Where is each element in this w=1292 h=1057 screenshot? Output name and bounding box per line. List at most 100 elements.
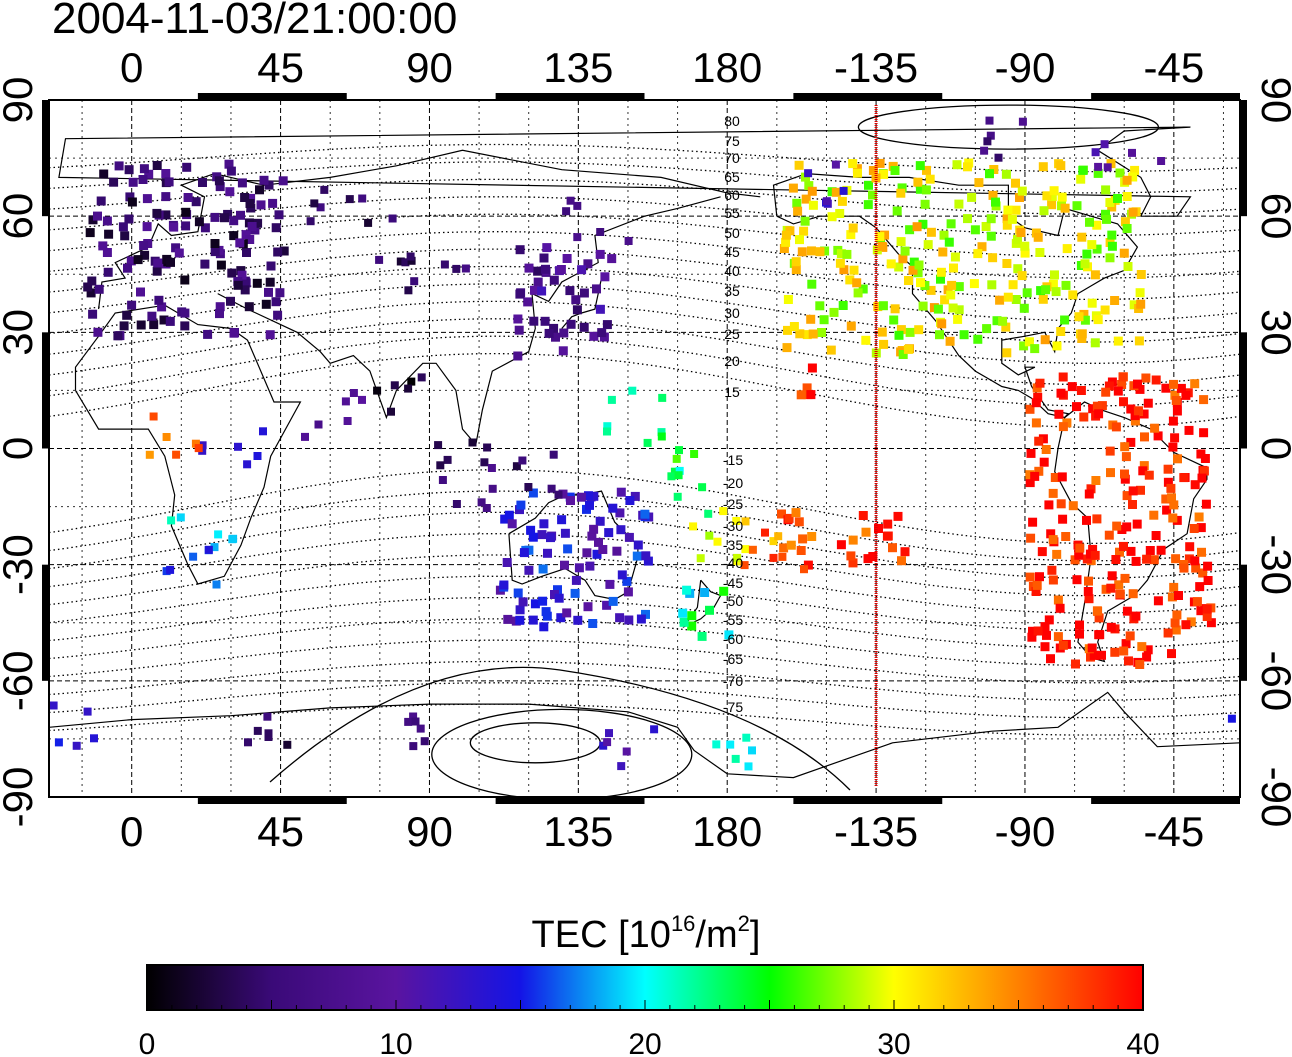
tec-cell: [622, 576, 632, 586]
tec-cell: [526, 525, 536, 535]
tec-cell: [271, 297, 281, 307]
lon-tick-label: -90: [995, 808, 1056, 855]
tec-cell: [244, 302, 254, 312]
tec-cell: [104, 229, 114, 239]
tec-cell: [544, 328, 554, 338]
tec-cell: [571, 295, 581, 305]
tec-cell: [1195, 582, 1205, 592]
tec-cell: [436, 461, 445, 470]
tec-cell: [1133, 406, 1143, 416]
tec-cell: [1142, 554, 1152, 564]
tec-cell: [1058, 372, 1068, 382]
tec-cell: [880, 230, 890, 240]
lon-tick-label: -45: [1143, 44, 1204, 91]
tec-cell: [802, 383, 812, 393]
tec-data-cells: [49, 116, 1236, 771]
colorbar-title: TEC [1016/m2]: [532, 911, 761, 956]
tec-cell: [524, 565, 534, 575]
tec-cell: [918, 301, 928, 311]
tec-cell: [1075, 620, 1084, 630]
tec-cell: [804, 181, 814, 191]
tec-cell: [778, 552, 787, 561]
tec-cell: [563, 544, 573, 554]
tec-cell: [513, 314, 523, 324]
tec-cell: [1126, 437, 1136, 447]
tec-cell: [546, 533, 555, 543]
tec-cell: [345, 195, 354, 204]
colorbar-tick-label: 30: [877, 1028, 910, 1057]
tec-cell: [161, 169, 171, 178]
tec-cell: [264, 729, 273, 738]
tec-cell: [794, 517, 804, 527]
tec-cell: [237, 270, 247, 280]
tec-cell: [817, 328, 826, 337]
tec-cell: [515, 615, 525, 625]
tec-cell: [913, 177, 923, 187]
tec-cell: [1082, 554, 1092, 564]
tec-cell: [877, 327, 887, 337]
tec-cell: [214, 530, 223, 539]
tec-cell: [839, 186, 848, 195]
tec-cell: [539, 519, 549, 529]
frame-bar: [495, 93, 645, 100]
tec-cell: [1089, 650, 1099, 660]
tec-cell: [1056, 388, 1066, 398]
tec-cell: [1167, 649, 1176, 659]
tec-cell: [1115, 547, 1124, 557]
tec-cell: [90, 734, 98, 743]
tec-cell: [541, 264, 550, 274]
tec-cell: [560, 528, 570, 538]
tec-cell: [641, 609, 650, 619]
tec-cell: [1176, 383, 1186, 393]
tec-cell: [987, 280, 997, 290]
contour-label: 75: [724, 133, 740, 149]
tec-cell: [1038, 434, 1048, 444]
tec-cell: [779, 543, 789, 553]
tec-cell: [837, 196, 847, 206]
tec-cell: [1120, 474, 1130, 484]
tec-cell: [1162, 505, 1172, 515]
tec-cell: [607, 254, 617, 264]
tec-cell: [1201, 499, 1211, 509]
tec-cell: [528, 488, 538, 498]
tec-cell: [940, 295, 950, 305]
tec-cell: [938, 247, 948, 257]
tec-cell: [1093, 168, 1103, 178]
tec-cell: [921, 185, 931, 195]
tec-cell: [480, 458, 489, 467]
tec-cell: [849, 265, 859, 275]
coastline: [74, 304, 302, 585]
tec-cell: [985, 116, 994, 125]
lon-tick-label: 90: [406, 808, 453, 855]
tec-cell: [877, 241, 887, 251]
contour-line: [49, 660, 1240, 701]
tec-cell: [890, 166, 900, 175]
tec-cell: [1139, 461, 1149, 471]
tec-cell: [863, 200, 873, 210]
tec-cell: [1122, 491, 1132, 501]
tec-cell: [1203, 561, 1213, 571]
tec-cell: [995, 295, 1005, 305]
tec-cell: [1105, 446, 1115, 456]
tec-cell: [404, 286, 413, 295]
lon-tick-label: -135: [834, 44, 918, 91]
tec-cell: [988, 253, 998, 263]
tec-cell: [777, 509, 786, 519]
tec-cell: [558, 489, 568, 499]
tec-cell: [533, 266, 543, 276]
tec-cell: [138, 175, 148, 184]
tec-cell: [1196, 606, 1206, 616]
tec-cell: [406, 252, 415, 261]
tec-cell: [512, 462, 521, 471]
tec-cell: [86, 288, 96, 298]
tec-cell: [1121, 452, 1131, 462]
tec-cell: [690, 450, 699, 458]
tec-cell: [1039, 206, 1049, 216]
tec-cell: [154, 295, 164, 305]
colorbar-ticks: 0 10 20 30 40: [139, 1000, 1160, 1057]
tec-cell: [166, 257, 175, 267]
tec-cell: [349, 389, 358, 397]
tec-cell: [863, 554, 873, 564]
tec-cell: [822, 197, 831, 206]
tec-cell: [607, 395, 616, 404]
